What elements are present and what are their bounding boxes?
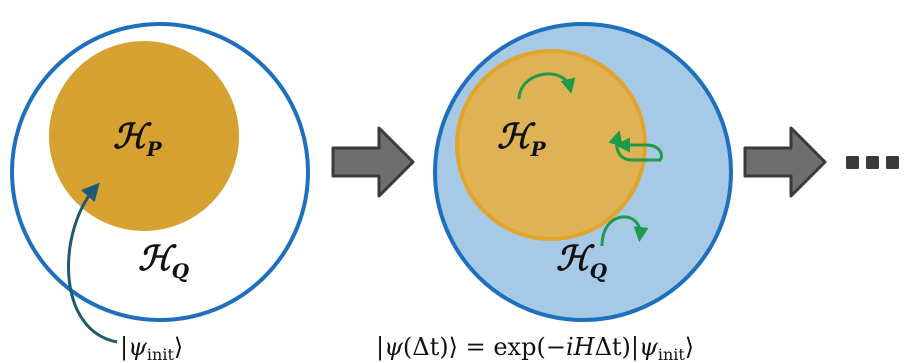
step-arrow-1 xyxy=(331,126,415,198)
rotation-arrow-q xyxy=(600,215,649,247)
label-hp-evolved: ℋP xyxy=(497,117,547,161)
ellipsis-square-2 xyxy=(866,156,879,169)
initial-panel: ℋP ℋQ |ψinit⟩ xyxy=(10,22,310,363)
evolved-panel: ℋP ℋQ |ψ(Δt)⟩ = exp(−iHΔt)|ψinit⟩ xyxy=(376,22,733,363)
step-arrow-2 xyxy=(743,126,827,198)
evolution-equation: |ψ(Δt)⟩ = exp(−iHΔt)|ψinit⟩ xyxy=(376,333,694,363)
label-hq-initial: ℋQ xyxy=(138,239,190,283)
exchange-arrow-out xyxy=(615,137,663,161)
initial-state-pointer-arrow xyxy=(67,182,118,344)
label-hq-evolved: ℋQ xyxy=(556,239,608,283)
initial-state-label: |ψinit⟩ xyxy=(120,333,183,363)
rotation-arrow-p xyxy=(517,72,576,100)
continuation-ellipsis xyxy=(846,156,899,169)
exchange-arrow-in xyxy=(608,130,661,162)
ellipsis-square-3 xyxy=(886,156,899,169)
ellipsis-square-1 xyxy=(846,156,859,169)
label-hp-initial: ℋP xyxy=(113,117,163,161)
